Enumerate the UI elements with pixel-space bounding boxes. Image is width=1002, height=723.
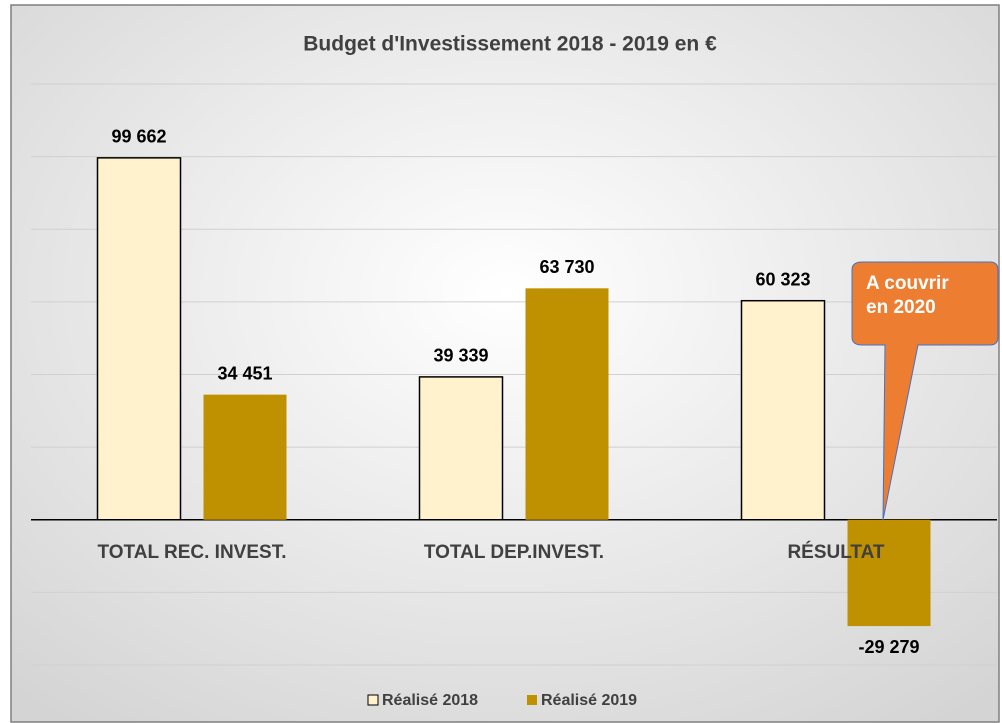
x-tick-label: TOTAL DEP.INVEST. (424, 542, 604, 563)
bar (847, 519, 931, 627)
callout (851, 261, 999, 521)
x-tick-label: RÉSULTAT (787, 541, 884, 563)
bar (418, 376, 504, 521)
bar (96, 157, 182, 521)
data-label: 39 339 (433, 346, 488, 366)
legend-swatch (367, 694, 379, 706)
data-label: 99 662 (111, 127, 166, 147)
legend-label: Réalisé 2018 (382, 692, 478, 709)
bar (203, 394, 287, 520)
data-label: 60 323 (755, 269, 810, 289)
bar (740, 299, 826, 521)
data-label: -29 279 (858, 637, 919, 657)
annotation: A couvrir en 2020 (866, 273, 949, 318)
legend-label: Réalisé 2019 (541, 692, 637, 709)
legend-swatch (527, 695, 537, 705)
x-tick-label: TOTAL REC. INVEST. (98, 542, 287, 563)
chart-title: Budget d'Investissement 2018 - 2019 en € (303, 33, 717, 56)
data-label: 63 730 (539, 257, 594, 277)
data-label: 34 451 (217, 363, 272, 383)
bar (525, 288, 609, 520)
